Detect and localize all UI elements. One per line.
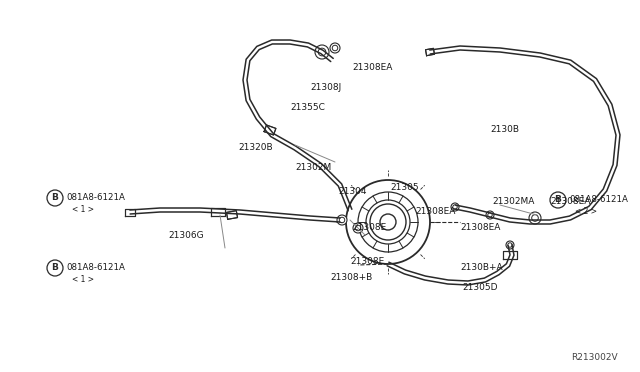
Text: 21308EA: 21308EA [415,208,456,217]
Circle shape [451,203,459,211]
Circle shape [337,215,347,225]
Polygon shape [227,211,237,219]
Text: 21320B: 21320B [238,144,273,153]
Circle shape [353,223,363,233]
Text: < 1 >: < 1 > [72,276,94,285]
Text: 21308EA: 21308EA [352,64,392,73]
Polygon shape [503,251,517,259]
Circle shape [486,211,494,219]
Circle shape [330,43,340,53]
Text: 21308J: 21308J [310,83,341,93]
Text: 21305: 21305 [390,183,419,192]
Text: 21305D: 21305D [462,283,497,292]
Text: 21302M: 21302M [295,164,332,173]
Polygon shape [264,125,276,135]
Text: 081A8-6121A: 081A8-6121A [569,196,628,205]
Text: 21308EA: 21308EA [460,224,500,232]
Circle shape [529,212,541,224]
Text: 2130B+A: 2130B+A [460,263,502,273]
Polygon shape [211,208,225,216]
Polygon shape [125,208,135,215]
Text: 21308EA: 21308EA [550,198,590,206]
Text: 21304: 21304 [338,187,367,196]
Text: < 2 >: < 2 > [575,208,597,217]
Text: < 1 >: < 1 > [72,205,94,215]
Polygon shape [426,48,435,56]
Text: 081A8-6121A: 081A8-6121A [66,263,125,273]
Circle shape [315,45,329,59]
Text: B: B [52,193,58,202]
Text: 21308+B: 21308+B [330,273,372,282]
Text: B: B [555,196,561,205]
Text: 21306G: 21306G [168,231,204,240]
Text: 2130B: 2130B [490,125,519,135]
Text: B: B [52,263,58,273]
Text: 21308E: 21308E [350,257,384,266]
Text: 21302MA: 21302MA [492,198,534,206]
Text: 21355C: 21355C [290,103,325,112]
Text: 081A8-6121A: 081A8-6121A [66,193,125,202]
Text: R213002V: R213002V [572,353,618,362]
Circle shape [506,241,514,249]
Text: 21308E: 21308E [352,224,387,232]
